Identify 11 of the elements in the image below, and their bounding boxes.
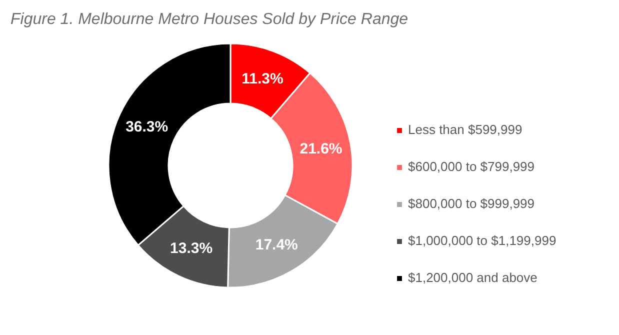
- legend-label: $1,200,000 and above: [408, 270, 538, 285]
- data-label: 36.3%: [126, 118, 168, 136]
- data-label: 17.4%: [255, 236, 298, 254]
- data-label: 21.6%: [300, 140, 342, 158]
- legend-label: $600,000 to $799,999: [408, 159, 535, 174]
- legend-label: $800,000 to $999,999: [408, 196, 535, 211]
- data-label: 13.3%: [170, 240, 213, 258]
- legend-label: $1,000,000 to $1,199,999: [408, 233, 556, 248]
- chart-title: Figure 1. Melbourne Metro Houses Sold by Price Range: [10, 11, 408, 28]
- data-label: 11.3%: [242, 70, 284, 88]
- legend-label: Less than $599,999: [408, 122, 522, 137]
